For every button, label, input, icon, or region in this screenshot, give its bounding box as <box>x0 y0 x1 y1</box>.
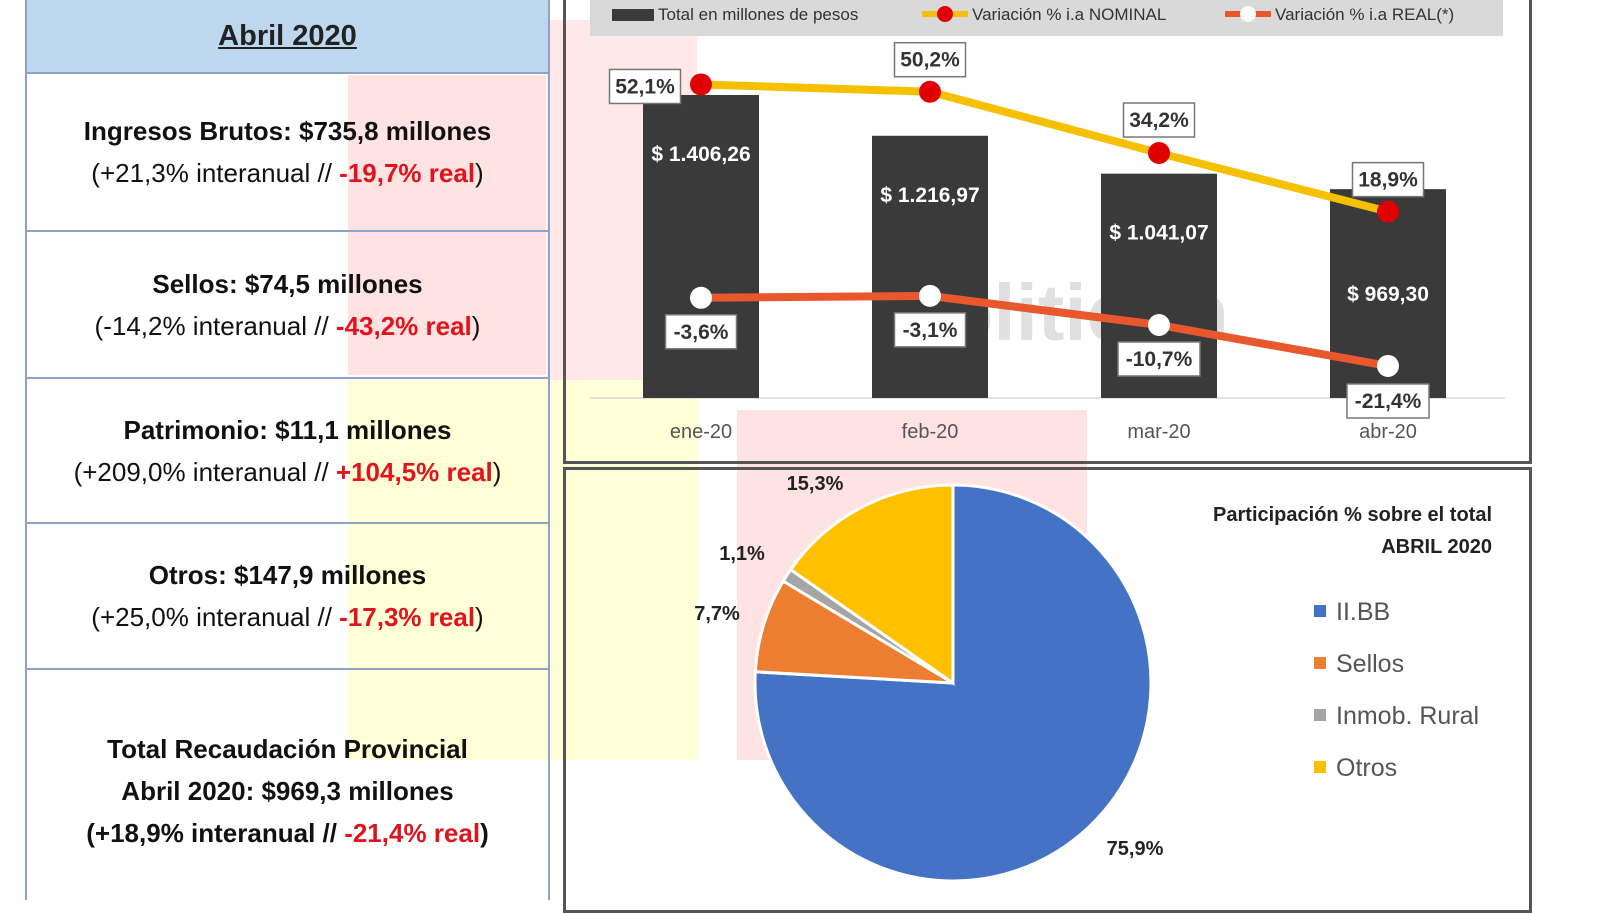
bar-feb-20 <box>872 135 988 398</box>
pie-data-label: 1,1% <box>719 543 765 565</box>
real-line <box>700 291 1389 370</box>
pie-slice-otros <box>788 483 955 686</box>
table-row: Sellos: $74,5 millones (-14,2% interanua… <box>27 232 548 379</box>
summary-table: Abril 2020 Ingresos Brutos: $735,8 millo… <box>25 0 550 900</box>
real-data-label-box <box>1117 341 1201 377</box>
real-data-label-box <box>664 314 738 350</box>
pie-legend-label: Inmob. Rural <box>1336 702 1479 730</box>
legend-label: Total en millones de pesos <box>658 5 858 24</box>
bar-ene-20 <box>643 95 759 398</box>
total-row: Total Recaudación Provincial Abril 2020:… <box>27 670 548 898</box>
pie-data-label: 15,3% <box>787 473 844 495</box>
legend-label: Variación % i.a NOMINAL <box>972 5 1166 24</box>
nominal-data-label-box <box>608 68 682 105</box>
bar-value-label: $ 1.041,07 <box>1109 222 1208 245</box>
real-data-label-box <box>1346 383 1430 419</box>
legend-marker-real <box>1240 6 1256 22</box>
nominal-point <box>690 73 712 96</box>
pie-legend-label: Sellos <box>1336 650 1404 678</box>
nominal-data-label: 34,2% <box>1129 109 1189 132</box>
header-title: Abril 2020 <box>218 19 357 52</box>
row-title: Ingresos Brutos: $735,8 millones <box>83 116 492 146</box>
row-detail: (+25,0% interanual // -17,3% real) <box>91 602 484 632</box>
pie-data-label: 75,9% <box>1107 838 1164 860</box>
bar-value-label: $ 969,30 <box>1347 283 1429 306</box>
pie-slice-iibb <box>753 483 1153 883</box>
real-data-label: -10,7% <box>1126 348 1193 371</box>
x-tick-label: mar-20 <box>1127 421 1190 443</box>
table-row: Ingresos Brutos: $735,8 millones (+21,3%… <box>27 74 548 232</box>
nominal-point <box>919 80 941 103</box>
x-tick-label: abr-20 <box>1359 421 1417 443</box>
pie-legend-swatch <box>1314 709 1326 721</box>
bar-chart-panel <box>563 0 1532 464</box>
row-title: Otros: $147,9 millones <box>148 560 427 590</box>
total-detail: (+18,9% interanual // -21,4% real) <box>86 818 489 848</box>
total-line2: Abril 2020: $969,3 millones <box>121 776 454 806</box>
total-line1: Total Recaudación Provincial <box>107 734 468 764</box>
legend-swatch-bar <box>612 9 654 21</box>
pie-data-label: 7,7% <box>694 603 740 625</box>
row-detail: (+21,3% interanual // -19,7% real) <box>91 158 484 188</box>
real-data-label: -21,4% <box>1355 390 1422 413</box>
real-data-label: -3,1% <box>903 319 958 342</box>
nominal-data-label-box <box>1122 102 1196 138</box>
nominal-data-label: 18,9% <box>1358 169 1418 192</box>
x-tick-label: ene-20 <box>670 421 732 443</box>
pie-title: Participación % sobre el total <box>1213 504 1492 526</box>
row-title: Patrimonio: $11,1 millones <box>123 414 452 445</box>
row-detail: (-14,2% interanual // -43,2% real) <box>94 310 481 341</box>
bar-value-label: $ 1.406,26 <box>651 143 750 166</box>
legend-label: Variación % i.a REAL(*) <box>1275 5 1454 24</box>
pie-legend-swatch <box>1314 605 1326 617</box>
row-title: Sellos: $74,5 millones <box>152 268 423 299</box>
real-point <box>1377 354 1399 377</box>
legend-bg <box>590 0 1503 36</box>
nominal-point <box>1377 200 1399 223</box>
nominal-point <box>1148 142 1170 165</box>
pie-legend-swatch <box>1314 657 1326 669</box>
legend-marker-nominal <box>937 6 953 22</box>
nominal-data-label: 52,1% <box>615 75 675 98</box>
real-data-label-box <box>893 312 967 348</box>
pie-subtitle: ABRIL 2020 <box>1381 536 1492 558</box>
bar-value-label: $ 1.216,97 <box>880 184 979 207</box>
row-detail: (+209,0% interanual // +104,5% real) <box>73 456 502 487</box>
pie-legend-label: Otros <box>1336 754 1397 782</box>
nominal-data-label-box <box>1351 161 1425 198</box>
nominal-line <box>700 80 1389 216</box>
real-point <box>1148 313 1170 336</box>
nominal-data-label: 50,2% <box>900 49 960 72</box>
table-row: Otros: $147,9 millones (+25,0% interanua… <box>27 524 548 670</box>
real-point <box>690 286 712 309</box>
real-point <box>919 284 941 307</box>
nominal-data-label-box <box>893 41 967 78</box>
real-data-label: -3,6% <box>674 321 729 344</box>
table-row: Patrimonio: $11,1 millones (+209,0% inte… <box>27 379 548 524</box>
x-tick-label: feb-20 <box>902 421 959 443</box>
table-header: Abril 2020 <box>27 0 548 74</box>
pie-legend-swatch <box>1314 761 1326 773</box>
pie-slice-sellos <box>753 579 954 685</box>
pie-legend-label: II.BB <box>1336 598 1390 626</box>
